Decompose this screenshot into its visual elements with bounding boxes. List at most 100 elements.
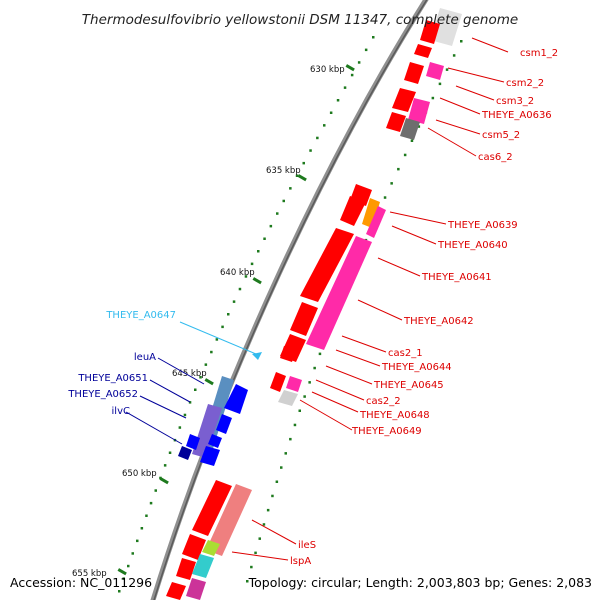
position-dot xyxy=(313,366,316,370)
position-dot xyxy=(221,325,224,329)
position-dot xyxy=(316,136,319,140)
gene-label: THEYE_A0648 xyxy=(359,410,430,421)
map-title: Thermodesulfovibrio yellowstonii DSM 113… xyxy=(82,12,518,28)
position-dot xyxy=(257,250,260,253)
gene-label: ilvC xyxy=(112,406,130,417)
position-dot xyxy=(254,551,257,555)
scale-tick-labels: 630 kbp 635 kbp 640 kbp 645 kbp 650 kbp … xyxy=(72,65,345,579)
position-dot xyxy=(438,82,442,86)
tick-655 xyxy=(117,568,127,576)
genome-backbone xyxy=(150,0,429,600)
position-dot xyxy=(258,537,261,540)
position-dot xyxy=(227,313,230,316)
gene-label: csm2_2 xyxy=(506,78,544,89)
position-dot xyxy=(303,395,306,398)
gene-label: cas2_2 xyxy=(366,396,401,407)
reverse-strand-genes xyxy=(178,376,248,466)
gene-block-thyeye0648 xyxy=(286,376,302,392)
gene-label: THEYE_A0640 xyxy=(437,240,508,251)
position-dot xyxy=(127,564,130,568)
position-dot xyxy=(262,523,266,526)
tick-label-630: 630 kbp xyxy=(310,65,345,75)
position-dot xyxy=(410,139,414,142)
gene-label: lspA xyxy=(290,556,311,567)
gene-block-leuA xyxy=(192,404,222,458)
position-dot xyxy=(168,451,172,454)
gene-label: THEYE_A0652 xyxy=(67,389,138,400)
tick-label-640: 640 kbp xyxy=(220,268,255,278)
gene-block-thyeye0642 xyxy=(306,236,372,350)
position-dot xyxy=(246,580,249,583)
position-dot xyxy=(194,388,197,391)
gene-block-ileS xyxy=(206,484,252,556)
label-leader-lines-left xyxy=(125,321,262,445)
position-dot xyxy=(145,514,148,517)
position-dot xyxy=(445,68,449,71)
position-dot xyxy=(302,161,305,165)
tick-650 xyxy=(159,477,169,485)
position-dot xyxy=(282,199,285,203)
gene-block-csm2 xyxy=(426,62,444,80)
forward-strand-genes xyxy=(166,8,462,600)
position-dot xyxy=(149,501,153,505)
position-dot xyxy=(215,338,219,341)
position-dot xyxy=(238,287,242,291)
position-dot xyxy=(298,409,301,412)
position-dot xyxy=(276,212,279,215)
position-dot xyxy=(140,527,144,530)
position-dot xyxy=(163,464,167,467)
position-dot xyxy=(289,187,292,190)
position-dot xyxy=(452,54,456,57)
gene-label: csm3_2 xyxy=(496,96,534,107)
gene-labels-right: csm1_2 csm2_2 csm3_2 THEYE_A0636 csm5_2 … xyxy=(290,48,558,567)
position-dot xyxy=(329,111,333,114)
accession-text: Accession: NC_011296 xyxy=(10,575,152,590)
position-dot xyxy=(136,539,139,543)
position-dot xyxy=(199,376,202,379)
gene-label: THEYE_A0645 xyxy=(373,380,444,391)
position-dot xyxy=(431,96,435,100)
position-dot xyxy=(188,401,192,404)
position-dot xyxy=(266,508,270,512)
position-dot xyxy=(318,352,322,356)
position-dot xyxy=(204,363,208,366)
position-dot xyxy=(293,423,297,427)
tick-630 xyxy=(345,64,355,72)
position-dot xyxy=(308,381,311,384)
position-dot xyxy=(210,350,213,354)
tick-640 xyxy=(252,277,262,285)
tick-label-655: 655 kbp xyxy=(72,569,107,579)
gene-block-csm5 xyxy=(400,118,420,140)
gene-label: csm5_2 xyxy=(482,130,520,141)
position-dot xyxy=(390,182,393,185)
gene-label: ileS xyxy=(298,540,316,551)
gene-label: leuA xyxy=(134,352,156,363)
tick-635 xyxy=(297,174,307,182)
position-dot xyxy=(183,413,187,417)
position-dot xyxy=(131,552,134,555)
position-dot xyxy=(372,36,375,39)
tick-645 xyxy=(204,378,214,386)
position-dot xyxy=(263,237,266,240)
gene-label: THEYE_A0644 xyxy=(381,362,452,373)
gene-label: THEYE_A0647 xyxy=(105,310,176,321)
position-dot xyxy=(178,426,182,429)
gene-label: cas2_1 xyxy=(388,348,423,359)
position-dot xyxy=(336,99,340,102)
gene-label: THEYE_A0651 xyxy=(77,373,148,384)
position-dot xyxy=(250,565,253,569)
gene-label: THEYE_A0636 xyxy=(481,110,552,121)
position-dot xyxy=(350,73,354,77)
gene-block-thyeye0636 xyxy=(408,98,430,124)
position-dot xyxy=(309,149,312,152)
position-dot xyxy=(417,125,421,128)
position-dot xyxy=(271,494,274,498)
position-dot xyxy=(343,86,347,89)
position-dot xyxy=(397,167,400,171)
position-dot xyxy=(250,262,254,266)
tick-label-650: 650 kbp xyxy=(122,469,157,479)
scale-ticks xyxy=(117,64,355,576)
position-dot xyxy=(403,153,407,157)
